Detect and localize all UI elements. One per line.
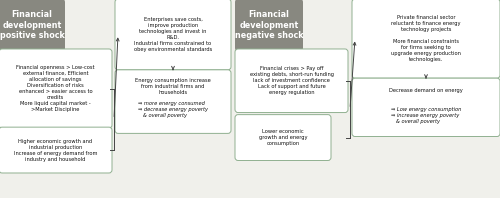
Text: ⇒ Low energy consumption
⇒ increase energy poverty
   & overall poverty: ⇒ Low energy consumption ⇒ increase ener… bbox=[391, 107, 461, 124]
Text: Private financial sector
reluctant to finance energy
technology projects

More f: Private financial sector reluctant to fi… bbox=[391, 15, 461, 62]
Text: Financial openness > Low-cost
external finance, Efficient
allocation of savings
: Financial openness > Low-cost external f… bbox=[16, 65, 95, 112]
Text: Financial crises > Pay off
existing debts, short-run funding
lack of investment : Financial crises > Pay off existing debt… bbox=[250, 66, 334, 95]
Text: Enterprises save costs,
improve production
technologies and invest in
R&D.
Indus: Enterprises save costs, improve producti… bbox=[134, 17, 212, 52]
FancyBboxPatch shape bbox=[352, 78, 500, 136]
Text: Decrease demand on energy: Decrease demand on energy bbox=[389, 88, 463, 92]
Text: Lower economic
growth and energy
consumption: Lower economic growth and energy consump… bbox=[259, 129, 307, 146]
FancyBboxPatch shape bbox=[235, 49, 348, 112]
Text: ⇒ more energy consumed
⇒ decrease energy poverty
   & overall poverty: ⇒ more energy consumed ⇒ decrease energy… bbox=[138, 101, 208, 118]
FancyBboxPatch shape bbox=[352, 0, 500, 78]
FancyBboxPatch shape bbox=[0, 127, 112, 173]
FancyBboxPatch shape bbox=[235, 115, 331, 161]
FancyBboxPatch shape bbox=[0, 0, 65, 51]
Text: Financial
development
positive shock: Financial development positive shock bbox=[0, 10, 64, 40]
Text: Energy consumption increase
from industrial firms and
households: Energy consumption increase from industr… bbox=[135, 78, 211, 95]
FancyBboxPatch shape bbox=[115, 70, 231, 133]
Text: Higher economic growth and
industrial production
Increase of energy demand from
: Higher economic growth and industrial pr… bbox=[14, 139, 97, 162]
FancyBboxPatch shape bbox=[115, 0, 231, 70]
FancyBboxPatch shape bbox=[235, 0, 303, 51]
Text: Financial
development
negative shock: Financial development negative shock bbox=[234, 10, 304, 40]
FancyBboxPatch shape bbox=[0, 49, 112, 128]
